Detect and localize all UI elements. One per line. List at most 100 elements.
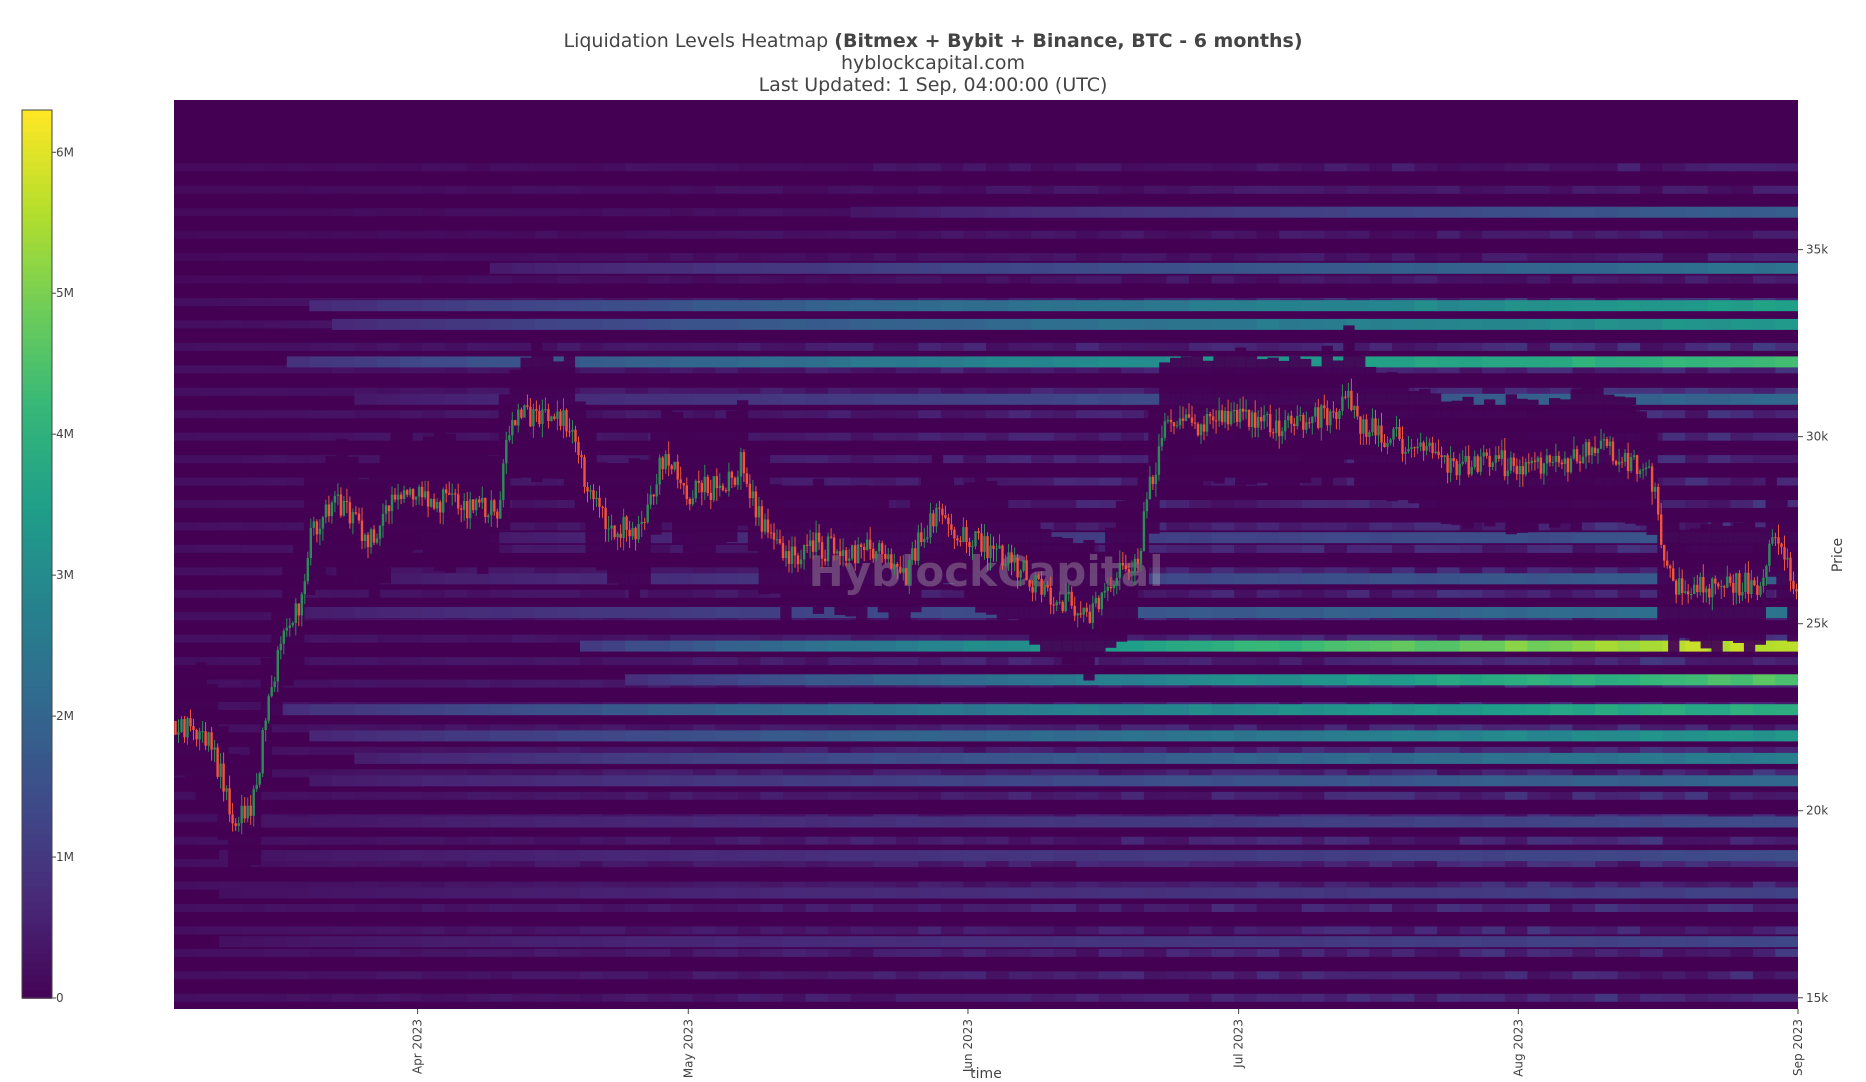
heat-cell <box>444 904 468 912</box>
candle-body <box>1163 421 1167 438</box>
heat-cell <box>377 163 401 172</box>
chart-title-block: Liquidation Levels Heatmap (Bitmex + Byb… <box>0 30 1866 96</box>
heat-cell <box>1459 746 1483 755</box>
heat-band-cell <box>873 887 897 899</box>
heat-cell <box>1707 410 1731 419</box>
heat-cell <box>963 904 987 912</box>
heat-cell <box>264 387 288 396</box>
heat-band-cell <box>1369 775 1393 787</box>
heat-cell <box>1076 455 1100 464</box>
heat-cell <box>174 275 198 284</box>
candle-body <box>1103 590 1106 593</box>
heat-cell <box>1730 387 1754 396</box>
colorbar-segment <box>22 206 52 215</box>
heat-cell <box>309 746 333 755</box>
heat-cell <box>1211 185 1235 194</box>
candle-body <box>381 513 385 526</box>
heat-band-cell <box>1414 674 1438 686</box>
heat-band-cell <box>1301 573 1325 585</box>
heat-cell <box>1617 904 1641 912</box>
heat-band-cell <box>580 573 604 585</box>
heat-cell <box>805 163 829 172</box>
heat-cell <box>1459 904 1483 912</box>
colorbar-segment <box>22 857 52 866</box>
heat-band-cell <box>850 850 874 862</box>
heat-band-cell <box>1346 532 1371 544</box>
heat-cell <box>1053 455 1077 464</box>
candle-body <box>240 805 243 824</box>
heat-band-cell <box>1482 206 1506 218</box>
heat-cell <box>377 791 401 800</box>
heat-cell <box>783 993 807 1002</box>
heat-band-cell <box>1392 704 1416 716</box>
heat-cell <box>286 342 310 351</box>
heat-band-cell <box>331 816 356 828</box>
heat-cell <box>331 432 356 441</box>
heat-cell <box>1143 948 1168 957</box>
heat-cell <box>1279 522 1303 531</box>
heat-cell <box>331 791 356 800</box>
heat-cell <box>602 746 626 755</box>
heat-band-cell <box>918 730 942 742</box>
liquidated-zone <box>1787 507 1798 642</box>
heat-band-cell <box>918 887 942 899</box>
colorbar-segment <box>22 872 52 881</box>
liquidated-zone <box>574 401 586 517</box>
heat-cell <box>1346 253 1371 262</box>
heat-cell <box>1572 657 1596 666</box>
heat-band-cell <box>1549 532 1574 544</box>
heat-cell <box>580 904 604 912</box>
heat-band-cell <box>670 573 694 585</box>
heat-cell <box>1595 948 1619 957</box>
heat-band-cell <box>918 262 942 274</box>
heat-cell <box>1369 881 1393 890</box>
heat-cell <box>1279 185 1303 194</box>
heat-cell <box>1234 522 1258 531</box>
candle-body <box>977 531 980 534</box>
heat-cell <box>1572 589 1596 598</box>
heat-cell <box>264 275 288 284</box>
heat-cell <box>1414 904 1438 912</box>
colorbar-tick-label: 3M <box>56 568 74 582</box>
heat-cell <box>331 387 356 396</box>
heat-band-cell <box>1346 300 1371 312</box>
heat-cell <box>1076 993 1100 1002</box>
heat-cell <box>1279 567 1303 576</box>
heat-band-cell <box>1707 300 1731 312</box>
heat-band-cell <box>940 887 965 899</box>
heat-cell <box>1166 948 1190 957</box>
heat-cell <box>399 724 423 733</box>
heat-cell <box>1189 275 1213 284</box>
heat-cell <box>264 500 288 508</box>
heat-cell <box>1301 971 1325 980</box>
heat-cell <box>1527 859 1551 868</box>
heat-cell <box>286 410 310 419</box>
heat-band-cell <box>1662 936 1686 948</box>
colorbar-segment <box>22 258 52 267</box>
heat-cell <box>1617 859 1641 868</box>
heat-cell <box>647 387 671 396</box>
heat-cell <box>286 253 310 262</box>
heat-cell <box>670 724 694 733</box>
heat-band-cell <box>1662 816 1686 828</box>
heat-band-cell <box>715 607 739 618</box>
heat-cell <box>309 455 333 464</box>
heat-cell <box>1031 432 1055 441</box>
heat-cell <box>196 208 220 217</box>
heat-band-cell <box>354 704 378 716</box>
heat-band-cell <box>1617 206 1641 218</box>
liquidated-zone <box>856 485 868 622</box>
heat-band-cell <box>580 393 604 405</box>
heat-cell <box>737 926 762 935</box>
heat-band-cell <box>1504 262 1528 274</box>
heat-cell <box>1730 657 1754 666</box>
heat-cell <box>331 253 356 262</box>
heat-cell <box>557 163 581 172</box>
heat-band-cell <box>918 704 942 716</box>
candle-body <box>1157 446 1161 475</box>
heat-band-cell <box>1752 640 1777 652</box>
heat-cell <box>309 365 333 374</box>
heat-cell <box>1031 365 1055 374</box>
heat-cell <box>1459 791 1483 800</box>
